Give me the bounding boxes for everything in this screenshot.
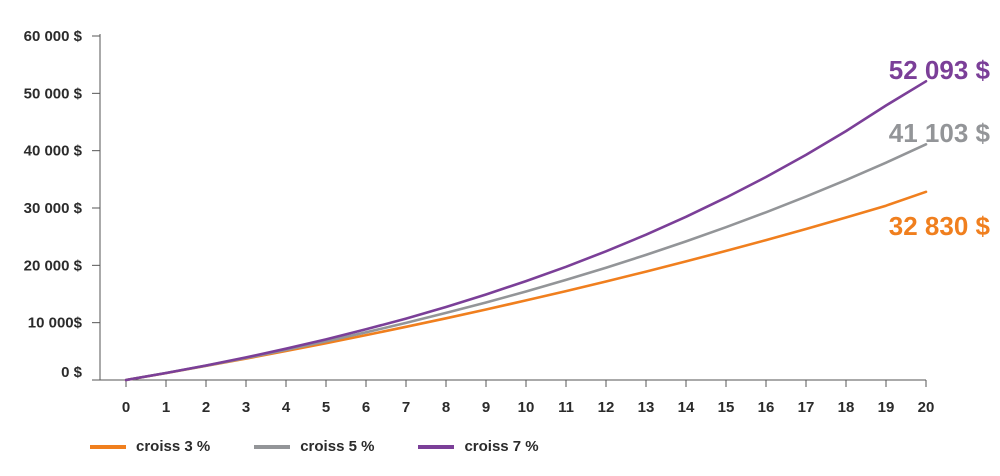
- y-axis-ticks: 0 $ 10 000$ 20 000 $ 30 000 $ 40 000 $ 50 000…: [24, 28, 100, 381]
- x-tick-label: 14: [678, 399, 695, 416]
- x-tick-label: 13: [638, 399, 655, 416]
- y-tick-label: 0 $: [61, 364, 83, 381]
- x-axis-ticks: 0 1 2 3 4 5 6 7 8 9 10 11 12 13 14 15 16 17 18 19 20: [122, 380, 935, 416]
- y-tick-label: 60 000 $: [24, 28, 83, 45]
- legend-item-5pct: croiss 5 %: [254, 438, 374, 455]
- legend-label-3pct: croiss 3 %: [136, 438, 211, 455]
- series-lines: [124, 80, 928, 382]
- legend-label-7pct: croiss 7 %: [464, 438, 539, 455]
- end-value-label-1: 41 103 $: [889, 118, 991, 148]
- end-labels: 32 830 $ 41 103 $ 52 093 $: [889, 55, 991, 241]
- series-line-0: [124, 190, 928, 382]
- x-tick-label: 18: [838, 399, 855, 416]
- legend-swatch-7pct: [418, 444, 455, 449]
- x-tick-label: 1: [162, 399, 170, 416]
- x-tick-label: 8: [442, 399, 450, 416]
- x-tick-label: 15: [718, 399, 735, 416]
- series-line-2: [124, 80, 928, 382]
- series-line-1: [124, 143, 928, 382]
- x-tick-label: 6: [362, 399, 370, 416]
- x-tick-label: 20: [918, 399, 935, 416]
- legend-item-7pct: croiss 7 %: [418, 438, 539, 455]
- legend-label-5pct: croiss 5 %: [300, 438, 375, 455]
- legend-item-3pct: croiss 3 %: [90, 438, 210, 455]
- y-tick-label: 50 000 $: [24, 85, 83, 102]
- x-tick-label: 17: [798, 399, 815, 416]
- x-tick-label: 19: [878, 399, 895, 416]
- y-tick-label: 10 000$: [28, 315, 83, 332]
- y-tick-label: 20 000 $: [24, 257, 83, 274]
- x-tick-label: 16: [758, 399, 775, 416]
- x-tick-label: 10: [518, 399, 535, 416]
- x-tick-label: 2: [202, 399, 210, 416]
- x-tick-label: 3: [242, 399, 250, 416]
- legend-swatch-5pct: [254, 444, 291, 449]
- y-tick-label: 30 000 $: [24, 200, 83, 217]
- legend-swatch-3pct: [90, 444, 126, 449]
- end-value-label-0: 32 830 $: [889, 211, 991, 241]
- axes: [99, 34, 926, 381]
- y-tick-label: 40 000 $: [24, 143, 83, 160]
- legend: croiss 3 % croiss 5 % croiss 7 %: [90, 438, 539, 455]
- x-tick-label: 4: [282, 399, 291, 416]
- x-tick-label: 0: [122, 399, 130, 416]
- end-value-label-2: 52 093 $: [889, 55, 991, 85]
- x-tick-label: 11: [558, 399, 574, 416]
- x-tick-label: 7: [402, 399, 410, 416]
- x-tick-label: 9: [482, 399, 490, 416]
- x-tick-label: 5: [322, 399, 330, 416]
- x-tick-label: 12: [598, 399, 615, 416]
